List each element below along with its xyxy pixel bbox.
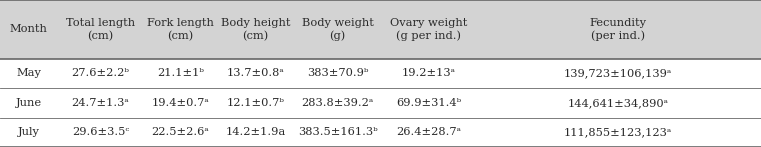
Text: 22.5±2.6ᵃ: 22.5±2.6ᵃ (151, 127, 209, 137)
Text: 111,855±123,123ᵃ: 111,855±123,123ᵃ (564, 127, 672, 137)
Text: Fork length
(cm): Fork length (cm) (147, 18, 214, 41)
Text: Body height
(cm): Body height (cm) (221, 18, 290, 41)
Bar (0, 0, 761, 59)
Text: 24.7±1.3ᵃ: 24.7±1.3ᵃ (72, 98, 129, 108)
Text: 12.1±0.7ᵇ: 12.1±0.7ᵇ (226, 98, 285, 108)
Text: 383±70.9ᵇ: 383±70.9ᵇ (307, 69, 368, 78)
Text: 19.2±13ᵃ: 19.2±13ᵃ (402, 69, 455, 78)
Text: 29.6±3.5ᶜ: 29.6±3.5ᶜ (72, 127, 129, 137)
Text: Ovary weight
(g per ind.): Ovary weight (g per ind.) (390, 18, 467, 41)
Text: 283.8±39.2ᵃ: 283.8±39.2ᵃ (301, 98, 374, 108)
Text: June: June (16, 98, 42, 108)
Text: 383.5±161.3ᵇ: 383.5±161.3ᵇ (298, 127, 377, 137)
Text: 27.6±2.2ᵇ: 27.6±2.2ᵇ (72, 69, 129, 78)
Text: 19.4±0.7ᵃ: 19.4±0.7ᵃ (151, 98, 209, 108)
Text: Total length
(cm): Total length (cm) (66, 18, 135, 41)
Text: 21.1±1ᵇ: 21.1±1ᵇ (157, 69, 204, 78)
Text: 69.9±31.4ᵇ: 69.9±31.4ᵇ (396, 98, 461, 108)
Text: July: July (18, 127, 40, 137)
Text: 144,641±34,890ᵃ: 144,641±34,890ᵃ (568, 98, 668, 108)
Text: Month: Month (10, 24, 48, 34)
Text: 14.2±1.9a: 14.2±1.9a (225, 127, 285, 137)
Text: May: May (17, 69, 41, 78)
Text: Body weight
(g): Body weight (g) (301, 18, 374, 41)
Text: 26.4±28.7ᵃ: 26.4±28.7ᵃ (396, 127, 461, 137)
Text: 139,723±106,139ᵃ: 139,723±106,139ᵃ (564, 69, 672, 78)
Text: Fecundity
(per ind.): Fecundity (per ind.) (590, 18, 646, 41)
Text: 13.7±0.8ᵃ: 13.7±0.8ᵃ (227, 69, 284, 78)
